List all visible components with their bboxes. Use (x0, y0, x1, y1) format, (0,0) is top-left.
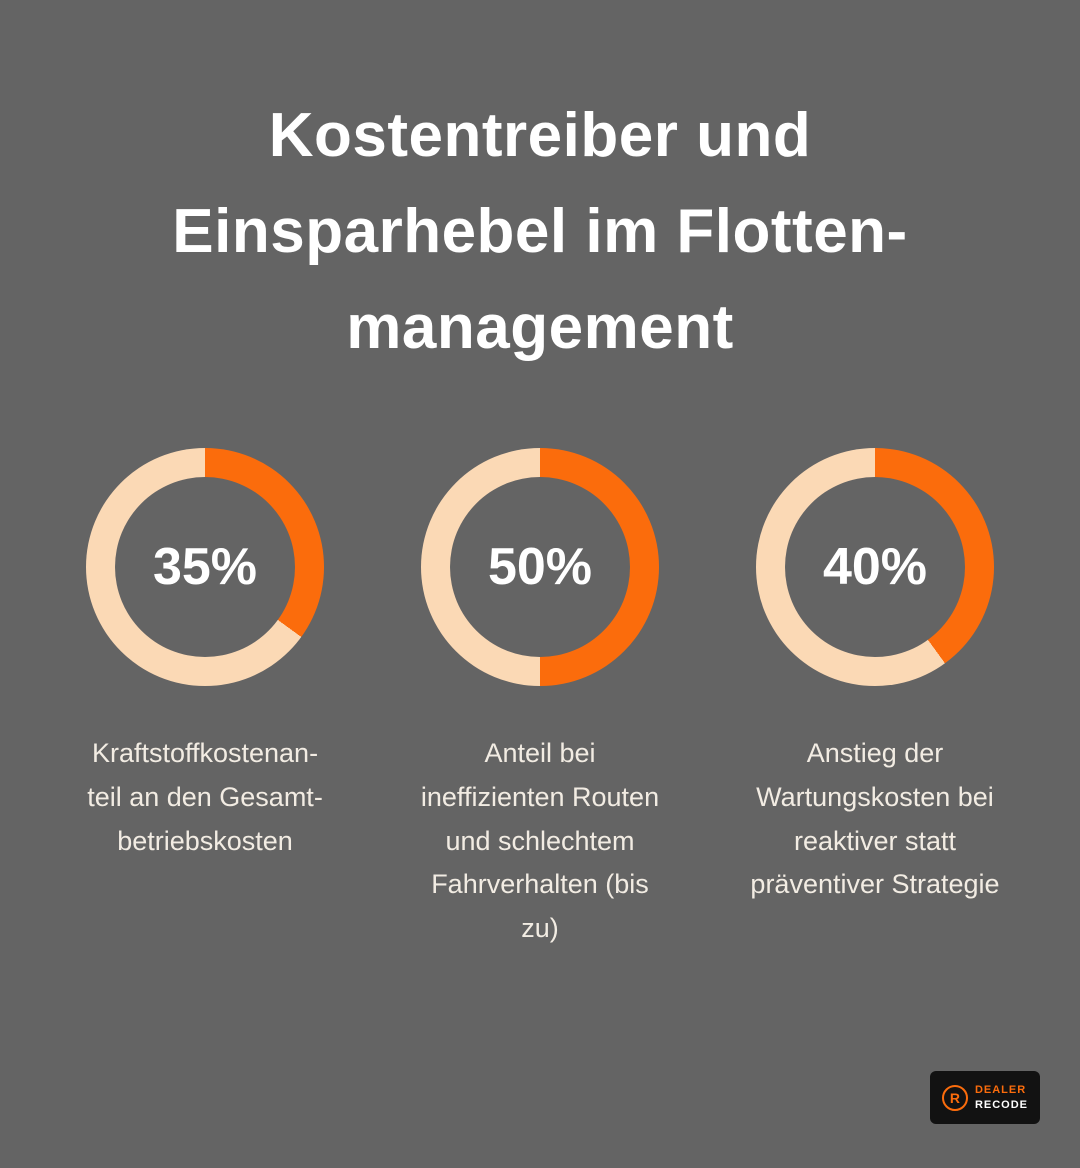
donut-chart-maintenance: 40% (756, 448, 994, 687)
dealer-recode-logo: R DEALER RECODE (929, 1071, 1040, 1124)
donut-value-label: 35% (152, 538, 258, 597)
donut-value-label: 50% (487, 538, 593, 597)
donut-hole: 40% (785, 477, 965, 658)
donut-value-label: 40% (822, 538, 928, 597)
logo-line-recode: RECODE (974, 1098, 1028, 1111)
logo-wordmark: DEALER RECODE (975, 1083, 1028, 1112)
donut-hole: 35% (115, 477, 295, 658)
page-title: Kostentreiber und Einsparhebel im Flotte… (172, 101, 908, 363)
donut-caption-maintenance: Anstieg der Wartungskosten bei reaktiver… (750, 738, 1000, 900)
donut-chart-fuel: 35% (86, 448, 324, 687)
donut-column-maintenance: 40% Anstieg der Wartungskosten bei reakt… (710, 448, 1040, 951)
donut-caption-fuel: Kraftstoffkostenan- teil an den Gesamt- … (87, 738, 323, 856)
donut-column-fuel: 35% Kraftstoffkostenan- teil an den Gesa… (40, 448, 370, 951)
logo-line-dealer: DEALER (974, 1084, 1027, 1097)
donut-hole: 50% (450, 477, 630, 658)
circled-r-icon: R (941, 1084, 968, 1111)
donut-caption-routes: Anteil bei ineffizienten Routen und schl… (420, 738, 660, 944)
donut-column-routes: 50% Anteil bei ineffizienten Routen und … (375, 448, 705, 951)
donut-chart-row: 35% Kraftstoffkostenan- teil an den Gesa… (0, 448, 1080, 951)
donut-chart-routes: 50% (421, 448, 659, 687)
